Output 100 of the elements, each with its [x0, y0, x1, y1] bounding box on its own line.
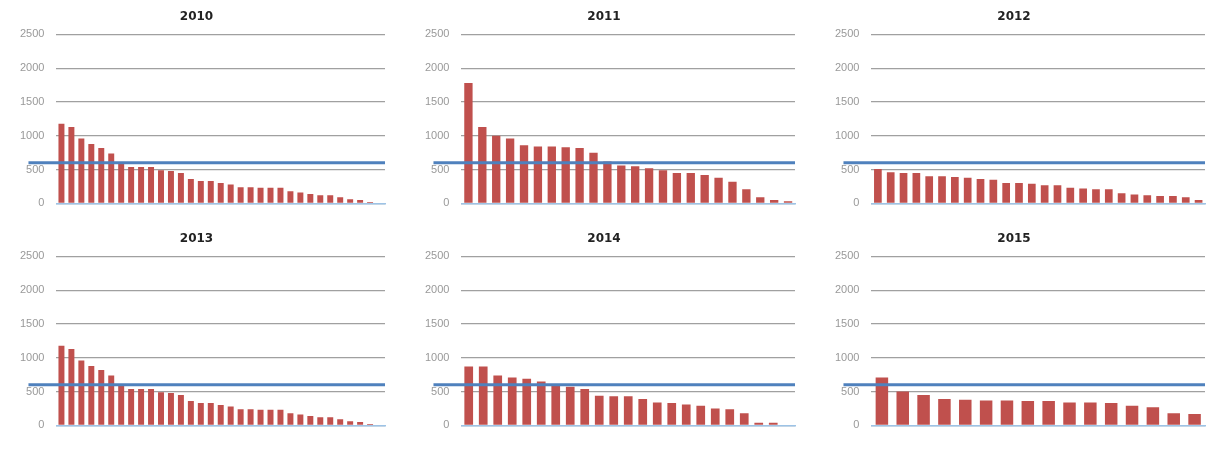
y-tick-label: 2000	[19, 283, 45, 296]
bar	[347, 421, 354, 425]
bar	[492, 135, 501, 203]
y-tick-label: 500	[841, 384, 860, 397]
y-tick-label: 1000	[834, 128, 860, 141]
bar	[575, 147, 584, 203]
bar	[652, 402, 662, 425]
bar	[167, 170, 174, 203]
bar	[672, 172, 682, 203]
bar	[1143, 195, 1152, 203]
bar	[148, 166, 155, 203]
y-tick-label: 1000	[19, 128, 45, 141]
bar	[714, 177, 723, 203]
bar	[98, 369, 105, 425]
y-tick-label: 0	[853, 196, 860, 209]
bar	[493, 375, 503, 425]
bar	[1194, 200, 1203, 203]
chart-title: 2013	[179, 231, 214, 246]
bar	[938, 399, 951, 425]
bar	[317, 195, 324, 203]
chart-title: 2015	[997, 231, 1031, 246]
bar	[756, 197, 765, 203]
bar	[58, 123, 65, 203]
y-tick-label: 2500	[424, 249, 450, 262]
bar	[464, 366, 474, 425]
bar	[1104, 403, 1118, 425]
bar	[217, 405, 224, 425]
chart-title: 2011	[587, 9, 621, 24]
bar	[197, 181, 204, 203]
bar	[118, 162, 125, 203]
bar	[979, 400, 993, 425]
bar	[88, 365, 95, 425]
bar	[963, 177, 972, 203]
bar	[644, 168, 654, 203]
bar	[327, 417, 334, 425]
bar	[686, 172, 695, 203]
y-tick-label: 2500	[19, 249, 45, 262]
bar	[1181, 197, 1190, 203]
bar	[98, 147, 105, 203]
bar	[1167, 413, 1180, 425]
bar	[519, 145, 529, 203]
y-tick-label: 1000	[424, 128, 450, 141]
y-tick-label: 1500	[19, 95, 45, 108]
bar	[478, 366, 488, 425]
bar	[1002, 183, 1011, 203]
bar	[108, 375, 115, 425]
bar	[667, 403, 677, 425]
y-tick-label: 0	[443, 418, 450, 431]
bar	[138, 166, 145, 203]
bar	[337, 419, 344, 425]
bar	[227, 184, 234, 203]
bar	[357, 200, 364, 203]
y-tick-label: 500	[431, 384, 450, 397]
bar	[874, 168, 882, 203]
y-tick-label: 0	[443, 196, 450, 209]
bar	[1015, 183, 1023, 203]
bar	[631, 166, 640, 203]
y-tick-label: 2000	[834, 61, 860, 74]
bar	[148, 388, 155, 425]
y-tick-label: 0	[38, 196, 45, 209]
bar	[297, 192, 304, 203]
bar	[158, 170, 164, 203]
bar	[1169, 195, 1177, 203]
bar	[158, 392, 164, 425]
bar	[728, 181, 737, 203]
bar	[739, 413, 749, 425]
bar	[78, 360, 85, 425]
bar	[138, 388, 145, 425]
bar	[88, 143, 95, 203]
bar	[551, 384, 561, 425]
bar	[287, 191, 294, 203]
bar	[237, 409, 244, 425]
bar	[1104, 189, 1113, 203]
bar	[522, 378, 532, 425]
y-tick-label: 1500	[424, 317, 450, 330]
bar	[700, 175, 709, 203]
bar	[128, 166, 135, 203]
bar	[875, 377, 889, 425]
bar	[710, 408, 720, 425]
bar	[347, 199, 354, 203]
bar	[938, 176, 946, 203]
bar	[609, 396, 619, 425]
bar	[917, 394, 930, 425]
chart-title: 2014	[587, 231, 621, 246]
y-tick-label: 2500	[19, 27, 45, 40]
bar	[58, 345, 65, 425]
bar	[623, 396, 633, 425]
bar	[1125, 405, 1139, 425]
bar	[1053, 185, 1062, 203]
bar	[277, 409, 284, 425]
bar	[1042, 401, 1055, 425]
y-tick-label: 1500	[19, 317, 45, 330]
bar	[768, 422, 778, 425]
bar	[561, 147, 570, 203]
bar	[118, 384, 125, 425]
bar	[696, 405, 706, 425]
bar	[896, 391, 909, 425]
bar	[357, 422, 364, 425]
bar	[128, 388, 135, 425]
bar	[658, 170, 668, 203]
